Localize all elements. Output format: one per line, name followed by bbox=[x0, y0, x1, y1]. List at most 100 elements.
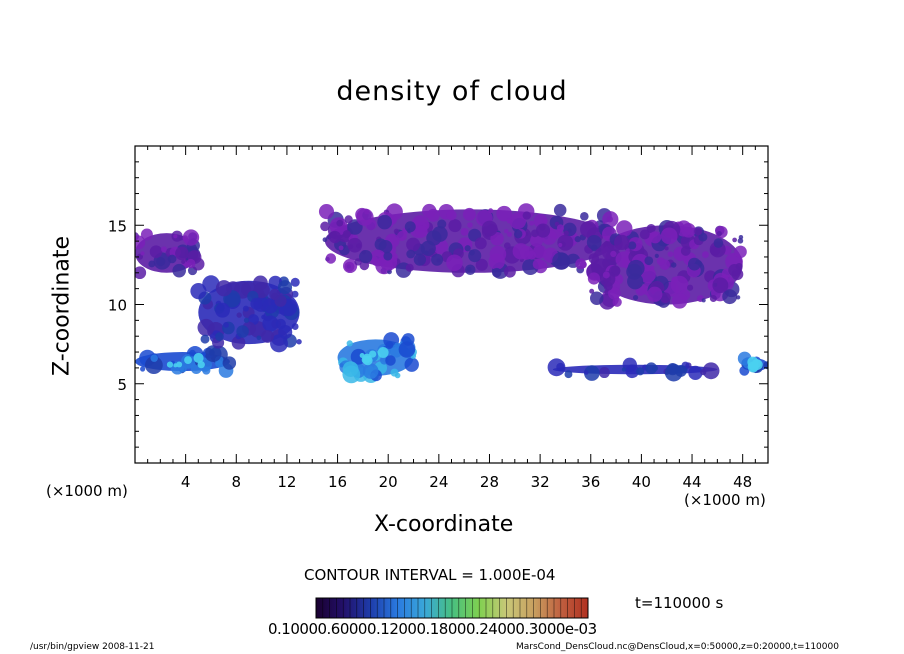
cloud-cell bbox=[660, 292, 671, 304]
cloud-cell bbox=[236, 325, 249, 338]
x-unit-label-right: (×1000 m) bbox=[684, 491, 766, 509]
cloud-cell bbox=[270, 334, 288, 353]
cloud-cell bbox=[140, 366, 146, 372]
cloud-cell bbox=[574, 236, 581, 243]
cloud-cell bbox=[290, 277, 300, 287]
cloud-dense-cell bbox=[166, 361, 174, 368]
cloud-cell bbox=[413, 253, 427, 266]
cloud-cell bbox=[734, 245, 747, 259]
cloud-cell bbox=[488, 208, 494, 214]
time-label: t=110000 s bbox=[635, 594, 724, 612]
cloud-cell bbox=[667, 251, 674, 257]
cloud-cell bbox=[377, 214, 392, 230]
cloud-cell bbox=[645, 362, 658, 375]
cloud-cell bbox=[342, 230, 351, 239]
cloud-cell bbox=[328, 230, 342, 244]
cloud-cell bbox=[466, 266, 472, 272]
cloud-layer bbox=[586, 219, 747, 310]
cloud-cell bbox=[256, 335, 262, 341]
cloud-cell bbox=[588, 253, 600, 264]
cloud-cell bbox=[446, 254, 463, 272]
cloud-dense-cell bbox=[184, 356, 192, 364]
cloud-cell bbox=[564, 370, 573, 379]
cloud-cell bbox=[650, 265, 655, 270]
cloud-dense-cell bbox=[361, 355, 371, 365]
cloud-cell bbox=[589, 288, 595, 294]
cloud-layer bbox=[190, 275, 302, 353]
cloud-cell bbox=[602, 271, 610, 279]
x-tick-label: 4 bbox=[181, 473, 191, 491]
cloud-cell bbox=[583, 370, 589, 375]
cloud-cell bbox=[513, 229, 523, 239]
cloud-dense-cell bbox=[193, 352, 204, 364]
cloud-cell bbox=[552, 252, 570, 270]
cloud-cell bbox=[190, 283, 207, 300]
cloud-cell bbox=[223, 322, 229, 328]
cloud-cell bbox=[621, 367, 627, 372]
cloud-cell bbox=[135, 266, 147, 280]
cloud-cell bbox=[509, 212, 527, 230]
cloud-cell bbox=[671, 292, 688, 309]
cloud-cell bbox=[342, 361, 359, 377]
cloud-cell bbox=[149, 245, 163, 259]
cloud-cell bbox=[728, 264, 741, 277]
y-tick-label: 10 bbox=[108, 297, 127, 315]
cloud-cell bbox=[504, 265, 516, 278]
cloud-cell bbox=[344, 261, 355, 272]
cloud-cell bbox=[250, 297, 263, 310]
cloud-cell bbox=[702, 362, 720, 380]
chart-title: density of cloud bbox=[336, 76, 568, 107]
cloud-cell bbox=[558, 242, 563, 248]
cloud-cell bbox=[737, 238, 744, 244]
footer-program-date: /usr/bin/gpview 2008-11-21 bbox=[30, 642, 155, 652]
cloud-cell bbox=[608, 286, 621, 300]
cloud-cell bbox=[639, 229, 650, 240]
x-tick-label: 8 bbox=[232, 473, 242, 491]
cloud-cell bbox=[475, 258, 488, 271]
cloud-cell bbox=[660, 227, 678, 245]
cloud-cell bbox=[318, 203, 335, 220]
cloud-cell bbox=[531, 229, 539, 238]
cloud-cell bbox=[542, 218, 548, 224]
cloud-cell bbox=[557, 234, 574, 251]
cloud-cell bbox=[503, 242, 511, 250]
cloud-cell bbox=[231, 335, 246, 350]
cloud-cell bbox=[356, 208, 374, 226]
cloud-cell bbox=[191, 257, 205, 271]
cloud-cell bbox=[646, 223, 656, 234]
cloud-cell bbox=[356, 243, 362, 249]
cloud-cell bbox=[186, 258, 196, 269]
cloud-cell bbox=[670, 275, 689, 294]
cloud-cell bbox=[140, 228, 153, 241]
cloud-cell bbox=[322, 237, 328, 243]
cloud-cell bbox=[468, 249, 482, 263]
cloud-cell bbox=[519, 245, 534, 260]
cloud-cell bbox=[208, 349, 215, 356]
cloud-layer bbox=[135, 228, 205, 280]
cloud-cell bbox=[680, 246, 691, 256]
cloud-cell bbox=[722, 289, 738, 305]
cloud-cell bbox=[532, 258, 544, 270]
cloud-cell bbox=[632, 294, 639, 301]
cloud-cell bbox=[167, 254, 177, 264]
cloud-cell bbox=[383, 251, 393, 261]
cloud-cell bbox=[506, 231, 513, 237]
x-tick-label: 44 bbox=[682, 473, 701, 491]
x-unit-label-left: (×1000 m) bbox=[46, 482, 128, 500]
cloud-cell bbox=[664, 246, 669, 251]
cloud-cell bbox=[598, 367, 610, 379]
cloud-cell bbox=[448, 219, 462, 233]
cloud-cell bbox=[150, 354, 158, 362]
colorbar-tick-labels: 0.10000.60000.12000.18000.24000.3000e-03 bbox=[268, 620, 597, 638]
cloud-cell bbox=[628, 241, 637, 250]
cloud-cell bbox=[406, 249, 416, 259]
cloud-cell bbox=[610, 256, 616, 262]
cloud-cell bbox=[160, 246, 167, 253]
cloud-cell bbox=[670, 262, 677, 268]
cloud-cell bbox=[148, 260, 156, 268]
colorbar bbox=[315, 597, 589, 619]
cloud-cell bbox=[654, 253, 659, 258]
cloud-cell bbox=[688, 365, 703, 380]
cloud-density-field bbox=[135, 203, 768, 384]
